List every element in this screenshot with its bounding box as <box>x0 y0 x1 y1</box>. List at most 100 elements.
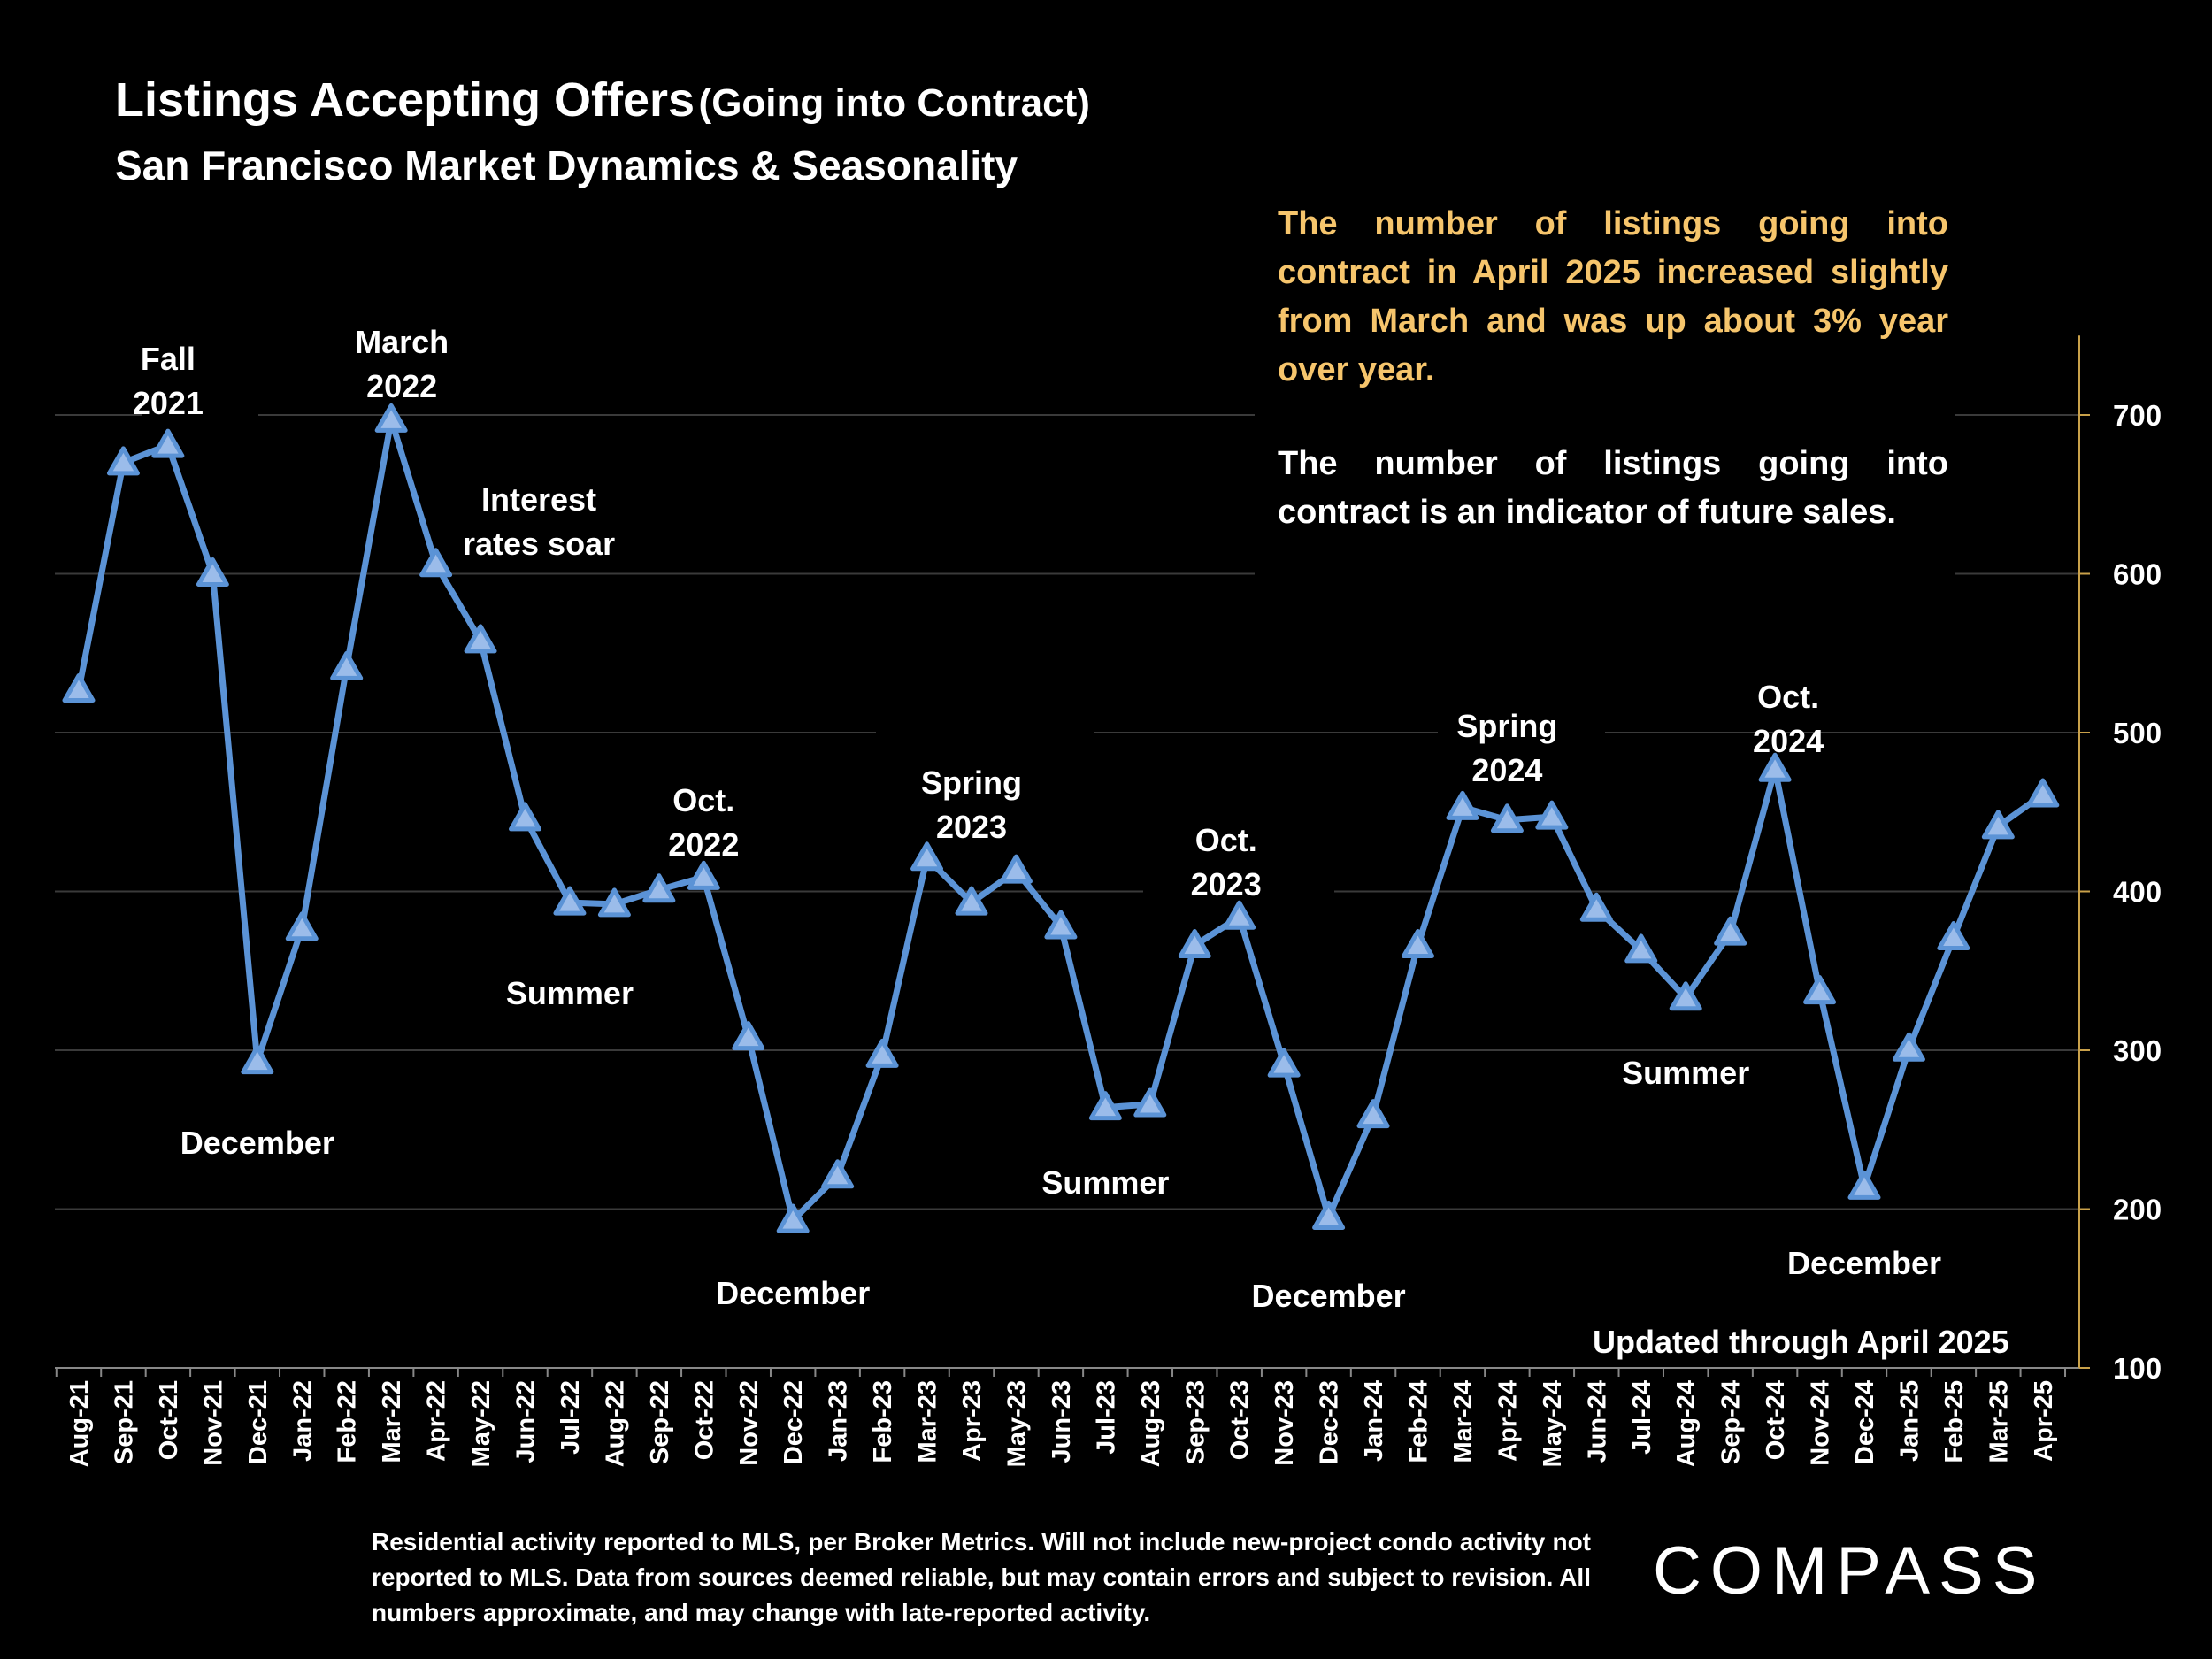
data-point <box>196 557 229 587</box>
annotation-label: 2023 <box>936 809 1007 845</box>
x-tick-label: Apr-24 <box>1494 1380 1522 1462</box>
data-point <box>1624 933 1658 964</box>
data-point <box>330 650 364 680</box>
updated-label: Updated through April 2025 <box>1593 1324 2009 1360</box>
x-tick-label: Sep-21 <box>110 1380 138 1464</box>
y-tick-label: 500 <box>2113 717 2162 749</box>
data-point <box>419 548 453 578</box>
x-tick-label: Jun-22 <box>512 1380 541 1463</box>
compass-logo: COMPASS <box>1653 1533 2047 1609</box>
data-point <box>1178 929 1211 959</box>
annotation-label: 2024 <box>1471 752 1542 788</box>
annotation-label: December <box>716 1275 870 1311</box>
y-tick-label: 600 <box>2113 558 2162 591</box>
title-parenthetical: (Going into Contract) <box>698 81 1090 125</box>
x-tick-label: Sep-24 <box>1717 1380 1746 1464</box>
x-tick-label: Nov-23 <box>1271 1380 1299 1466</box>
data-point <box>1312 1200 1346 1230</box>
data-point <box>1579 892 1613 922</box>
x-tick-label: Dec-21 <box>244 1380 273 1464</box>
data-point <box>1803 975 1837 1005</box>
annotation-label: 2022 <box>668 826 739 863</box>
chart-title: Listings Accepting Offers (Going into Co… <box>115 73 1090 127</box>
x-tick-label: Mar-25 <box>1985 1380 2013 1463</box>
x-tick-label: Aug-24 <box>1672 1380 1701 1467</box>
x-tick-label: Dec-23 <box>1316 1380 1344 1464</box>
highlight-note: The number of listings going into contra… <box>1278 205 1948 388</box>
y-tick-label: 400 <box>2113 876 2162 909</box>
x-tick-label: Jan-22 <box>288 1380 317 1462</box>
annotation-label: Summer <box>506 975 634 1011</box>
y-tick-label: 300 <box>2113 1034 2162 1067</box>
annotation-label: 2024 <box>1753 723 1824 759</box>
data-point <box>374 403 408 433</box>
x-tick-label: Nov-24 <box>1807 1380 1835 1466</box>
data-point <box>151 428 185 458</box>
data-point <box>1535 800 1569 830</box>
data-point <box>1133 1087 1167 1118</box>
data-point <box>553 886 587 916</box>
data-point <box>1267 1048 1301 1078</box>
indicator-note: The number of listings going into contra… <box>1278 445 1948 531</box>
x-tick-label: Jan-25 <box>1895 1380 1924 1462</box>
x-tick-label: Oct-22 <box>690 1380 718 1460</box>
data-point <box>821 1159 855 1189</box>
x-tick-label: Nov-22 <box>735 1380 764 1466</box>
data-point <box>1402 929 1434 959</box>
data-point <box>2026 778 2060 808</box>
data-point <box>464 624 497 654</box>
annotation-label: Summer <box>1041 1164 1169 1201</box>
data-point <box>509 802 541 832</box>
data-point <box>955 886 988 916</box>
x-tick-label: Jan-24 <box>1360 1380 1388 1462</box>
x-tick-label: Apr-22 <box>423 1380 451 1462</box>
x-tick-label: May-24 <box>1539 1380 1567 1467</box>
x-tick-label: Aug-22 <box>601 1380 629 1467</box>
x-tick-label: Apr-25 <box>2030 1380 2058 1462</box>
x-tick-label: Jul-24 <box>1628 1380 1656 1455</box>
data-point <box>1223 900 1256 930</box>
x-tick-label: Sep-22 <box>646 1380 674 1464</box>
annotation-label: December <box>1252 1278 1406 1314</box>
annotation-label: Oct. <box>1195 822 1257 858</box>
x-tick-label: Aug-23 <box>1137 1380 1165 1467</box>
data-point <box>642 873 676 903</box>
x-tick-label: Jun-24 <box>1583 1380 1611 1463</box>
data-point <box>1714 916 1747 946</box>
annotation-label: rates soar <box>463 526 615 562</box>
x-tick-label: Jul-23 <box>1092 1380 1120 1455</box>
data-point <box>1937 921 1970 951</box>
data-point <box>1669 981 1702 1011</box>
x-tick-label: Feb-22 <box>334 1380 362 1463</box>
data-point <box>106 446 140 476</box>
x-tick-label: Mar-23 <box>914 1380 942 1463</box>
x-tick-label: Feb-25 <box>1940 1380 1969 1463</box>
data-point <box>1847 1170 1881 1200</box>
x-tick-label: Jun-23 <box>1048 1380 1076 1463</box>
x-tick-label: Mar-22 <box>378 1380 406 1463</box>
data-point <box>1446 790 1479 820</box>
x-tick-label: Nov-21 <box>199 1380 227 1466</box>
annotation-label: March <box>355 324 449 360</box>
annotation-label: December <box>1787 1245 1941 1281</box>
data-point <box>1490 803 1524 833</box>
title-main: Listings Accepting Offers <box>115 73 695 127</box>
data-point <box>776 1203 810 1233</box>
x-tick-label: Feb-23 <box>869 1380 897 1463</box>
annotation-label: 2022 <box>366 368 437 404</box>
x-tick-label: May-22 <box>467 1380 495 1467</box>
data-point <box>1892 1032 1925 1062</box>
chart-subtitle: San Francisco Market Dynamics & Seasonal… <box>115 142 1018 188</box>
data-point <box>732 1021 765 1051</box>
data-point <box>1044 910 1078 940</box>
x-tick-label: Jul-22 <box>557 1380 585 1455</box>
annotation-label: Summer <box>1622 1055 1749 1091</box>
annotation-label: Interest <box>481 481 596 518</box>
data-point <box>1981 810 2015 840</box>
annotation-label: December <box>180 1125 334 1161</box>
series-line <box>75 416 2045 1224</box>
x-tick-label: Sep-23 <box>1181 1380 1210 1464</box>
annotation-label: Spring <box>1456 708 1557 744</box>
annotation-label: Oct. <box>672 782 734 818</box>
